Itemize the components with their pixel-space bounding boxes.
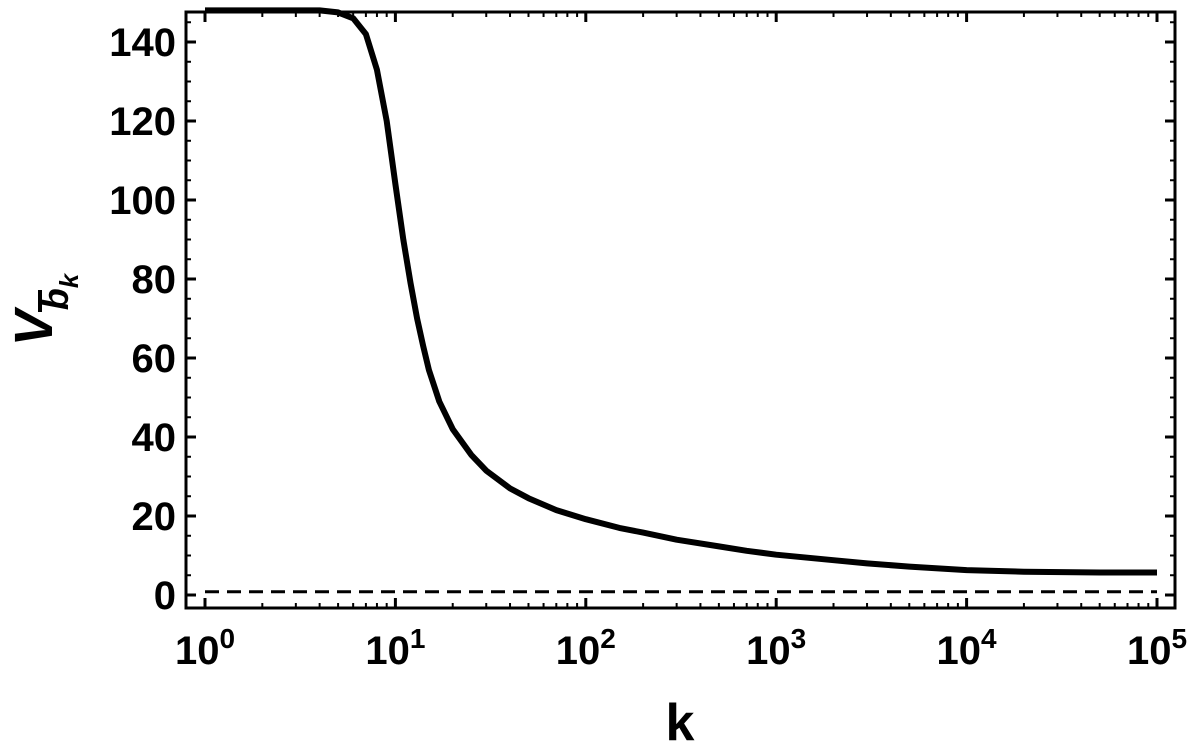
x-tick-exp: 5 — [1171, 623, 1187, 654]
y-tick-label: 80 — [132, 258, 177, 302]
y-tick-label: 40 — [132, 416, 177, 460]
series-layer — [205, 7, 1157, 594]
x-tick-base: 10 — [556, 629, 601, 673]
x-tick-exp: 2 — [600, 623, 616, 654]
x-tick-base: 10 — [746, 629, 791, 673]
y-tick-label: 120 — [109, 100, 176, 144]
x-tick-label: 101 — [365, 623, 425, 673]
y-tick-label: 140 — [109, 21, 176, 65]
y-axis-title-main: V — [4, 306, 64, 346]
x-tick-exp: 1 — [410, 623, 426, 654]
x-tick-label: 100 — [175, 623, 235, 673]
y-axis-title-sub: b — [35, 288, 76, 310]
y-tick-label: 0 — [154, 574, 176, 618]
x-tick-exp: 4 — [981, 623, 997, 654]
x-tick-label: 103 — [746, 623, 806, 673]
solid-series-line — [205, 7, 1157, 576]
x-tick-label: 102 — [556, 623, 616, 673]
x-tick-label: 105 — [1127, 623, 1187, 673]
x-tick-exp: 0 — [219, 623, 235, 654]
y-tick-label: 60 — [132, 337, 177, 381]
x-tick-base: 10 — [937, 629, 982, 673]
y-axis-ticks: 0 20 40 60 80 100 120 140 — [109, 21, 1175, 618]
plot-frame — [184, 10, 1177, 610]
x-tick-base: 10 — [1127, 629, 1172, 673]
x-axis-ticks: 100 101 102 103 104 105 — [175, 12, 1187, 673]
x-tick-base: 10 — [365, 629, 410, 673]
y-tick-label: 20 — [132, 495, 177, 539]
x-axis-title: k — [666, 694, 695, 746]
x-tick-exp: 3 — [791, 623, 807, 654]
y-axis-title-subsub: k — [54, 272, 84, 288]
x-tick-base: 10 — [175, 629, 220, 673]
y-axis-title: Vbk — [4, 272, 84, 346]
x-tick-label: 104 — [937, 623, 998, 673]
y-tick-label: 100 — [109, 179, 176, 223]
